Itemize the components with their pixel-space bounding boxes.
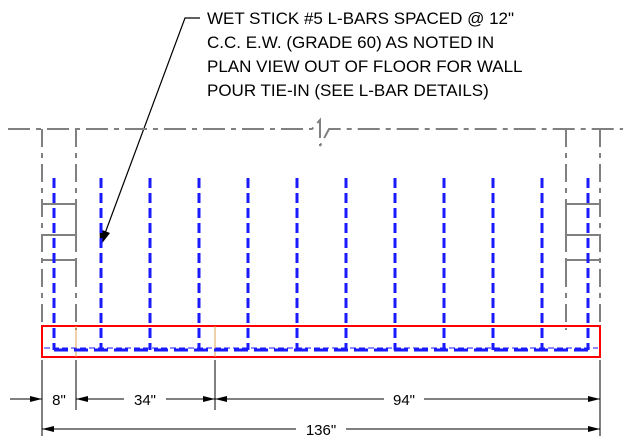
dimensions <box>10 360 601 436</box>
slab-interior-lines <box>44 326 598 357</box>
callout-line-4: POUR TIE-IN (SEE L-BAR DETAILS) <box>207 81 489 100</box>
left-keyway-lower <box>42 259 77 285</box>
right-keyway-lower <box>565 259 600 285</box>
callout-line-2: C.C. E.W. (GRADE 60) AS NOTED IN <box>207 33 494 52</box>
rebar-group <box>52 178 590 352</box>
top-hidden-line <box>8 117 623 147</box>
callout-note: WET STICK #5 L-BARS SPACED @ 12" C.C. E.… <box>207 9 523 100</box>
callout-line-1: WET STICK #5 L-BARS SPACED @ 12" <box>207 9 514 28</box>
left-keyway-upper <box>42 203 77 236</box>
dim-136-arrow-right <box>588 426 600 432</box>
dim-text-94: 94" <box>393 392 415 409</box>
dim-8-arrow-left <box>30 396 42 402</box>
slab-outline <box>41 325 601 358</box>
dim-text-34: 34" <box>134 392 156 409</box>
dim-136-arrow-left <box>42 426 54 432</box>
right-keyway-upper <box>565 203 600 236</box>
callout-line-3: PLAN VIEW OUT OF FLOOR FOR WALL <box>207 57 523 76</box>
dim-94-arrow-left <box>215 396 227 402</box>
dim-text-8: 8" <box>52 392 66 409</box>
dim-text-136: 136" <box>306 422 336 439</box>
dim-34-arrow-right <box>203 396 215 402</box>
leader-line <box>103 17 200 237</box>
dim-94-arrow-right <box>588 396 600 402</box>
